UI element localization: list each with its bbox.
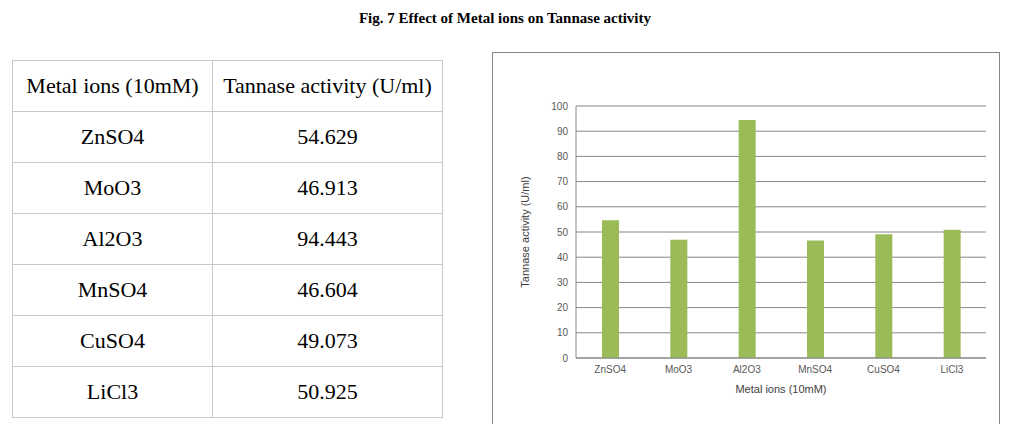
html-text:ZnSO4: ZnSO4 xyxy=(80,124,145,149)
svg-text:0: 0 xyxy=(562,353,568,364)
html-text:LiCl3: LiCl3 xyxy=(86,379,139,404)
svg-text:Tannase activity (U/ml): Tannase activity (U/ml) xyxy=(519,176,531,287)
svg-text:10: 10 xyxy=(557,327,569,338)
svg-text:LiCl3: LiCl3 xyxy=(940,364,963,375)
svg-text:Al2O3: Al2O3 xyxy=(733,364,761,375)
html-text:46.604: 46.604 xyxy=(297,277,358,302)
svg-text:100: 100 xyxy=(551,101,568,112)
html-text:46.913: 46.913 xyxy=(297,175,358,200)
html-text:54.629: 54.629 xyxy=(297,124,358,149)
html-text:Fig. 7 Effect of Metal ions on: Fig. 7 Effect of Metal ions on Tannase a… xyxy=(359,10,651,26)
html-text:94.443: 94.443 xyxy=(297,226,358,251)
svg-text:70: 70 xyxy=(557,176,569,187)
svg-text:MnSO4: MnSO4 xyxy=(798,364,832,375)
svg-text:50: 50 xyxy=(557,227,569,238)
svg-text:20: 20 xyxy=(557,302,569,313)
html-text:MoO3: MoO3 xyxy=(83,175,142,200)
html-text:CuSO4: CuSO4 xyxy=(80,328,145,353)
html-text:49.073: 49.073 xyxy=(297,328,358,353)
svg-text:ZnSO4: ZnSO4 xyxy=(594,364,626,375)
html-text:MnSO4: MnSO4 xyxy=(77,277,148,302)
svg-text:60: 60 xyxy=(557,201,569,212)
svg-text:CuSO4: CuSO4 xyxy=(867,364,900,375)
svg-text:40: 40 xyxy=(557,252,569,263)
html-text:Tannase activity (U/ml): Tannase activity (U/ml) xyxy=(223,73,432,98)
html-text:Metal ions (10mM): Metal ions (10mM) xyxy=(26,73,199,98)
html-text:50.925: 50.925 xyxy=(297,379,358,404)
svg-text:30: 30 xyxy=(557,277,569,288)
svg-text:90: 90 xyxy=(557,126,569,137)
svg-text:80: 80 xyxy=(557,151,569,162)
html-text:Al2O3: Al2O3 xyxy=(82,226,143,251)
svg-text:MoO3: MoO3 xyxy=(665,364,693,375)
svg-text:Metal ions (10mM): Metal ions (10mM) xyxy=(735,383,826,395)
